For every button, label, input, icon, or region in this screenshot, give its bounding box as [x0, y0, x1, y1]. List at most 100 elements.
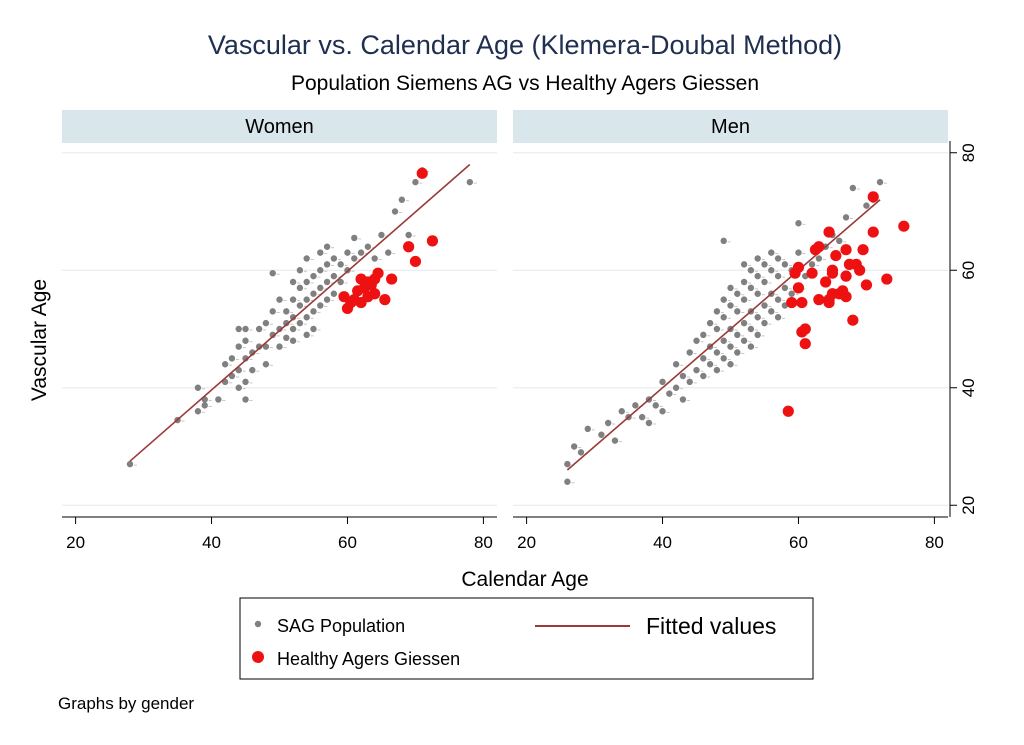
hag-point: [782, 405, 794, 417]
hag-point: [826, 264, 839, 276]
sag-point: [564, 478, 571, 485]
legend-hag-label: Healthy Agers Giessen: [277, 649, 460, 669]
sag-point: [713, 308, 721, 315]
sag-point: [604, 419, 612, 427]
sag-point: [863, 202, 870, 209]
sag-point: [700, 331, 707, 339]
sag-point: [774, 314, 782, 321]
sag-point: [747, 343, 755, 350]
sag-point: [577, 449, 585, 456]
hag-point: [786, 296, 798, 309]
x-tick-label: 80: [925, 533, 944, 552]
sag-point: [323, 278, 331, 286]
sag-point: [289, 325, 297, 333]
hag-point: [840, 291, 852, 303]
sag-point: [283, 319, 290, 327]
x-tick-label: 60: [789, 533, 808, 552]
sag-point: [242, 325, 249, 333]
sag-point: [754, 331, 761, 339]
hag-point: [867, 226, 879, 238]
sag-point: [378, 231, 385, 239]
sag-point: [652, 402, 659, 409]
panel-men: Men 20 40 60 80: [513, 110, 948, 552]
sag-point: [310, 325, 317, 333]
hag-point: [860, 279, 873, 291]
sag-point: [618, 408, 625, 415]
sag-point: [754, 290, 761, 297]
sag-point: [611, 437, 619, 444]
hag-point: [820, 276, 832, 288]
legend-box: [239, 597, 814, 680]
sag-point: [713, 325, 721, 333]
sag-point: [337, 278, 344, 286]
hag-point: [867, 191, 879, 203]
panel-strip-label: Women: [245, 116, 314, 138]
sag-point: [317, 267, 324, 274]
sag-point: [296, 267, 304, 274]
sag-point: [713, 349, 721, 356]
sag-point: [262, 361, 270, 368]
sag-point: [564, 460, 571, 468]
sag-point: [262, 343, 270, 350]
panel-strip: [62, 110, 497, 143]
sag-point: [262, 319, 270, 327]
sag-point: [740, 261, 748, 268]
sag-point: [761, 278, 768, 286]
sag-point: [768, 308, 775, 315]
sag-point: [713, 366, 721, 374]
x-tick-label: 20: [66, 533, 85, 552]
sag-point: [126, 460, 134, 468]
sag-point: [364, 243, 372, 250]
sag-point: [235, 384, 242, 391]
hag-point: [403, 241, 415, 253]
sag-point: [734, 349, 741, 356]
hag-point: [881, 273, 893, 285]
sag-point: [761, 261, 768, 268]
sag-point: [795, 249, 802, 256]
sag-point: [672, 361, 680, 368]
sag-point: [310, 290, 317, 297]
sag-point: [228, 355, 236, 362]
legend-sag-label: SAG Population: [277, 616, 405, 636]
x-tick-label: 40: [202, 533, 221, 552]
sag-point: [638, 413, 646, 421]
sag-point: [720, 355, 727, 362]
sag-point: [659, 408, 666, 415]
sag-point: [330, 255, 338, 262]
sag-point: [774, 272, 782, 280]
hag-point: [813, 241, 825, 253]
sag-point: [700, 372, 707, 380]
graphs-by-note: Graphs by gender: [58, 694, 194, 713]
sag-point: [303, 296, 310, 303]
sag-point: [242, 378, 249, 386]
hag-point: [426, 235, 439, 247]
sag-point: [242, 396, 249, 403]
sag-point: [310, 308, 317, 315]
sag-point: [679, 396, 687, 403]
hag-point: [799, 323, 811, 335]
sag-point: [774, 255, 782, 262]
sag-point: [740, 278, 748, 286]
sag-point: [815, 255, 823, 262]
sag-point: [808, 261, 816, 268]
sag-point: [283, 334, 290, 342]
sag-point: [276, 296, 283, 303]
sag-point: [215, 396, 222, 403]
sag-point: [632, 402, 639, 409]
sag-point: [255, 343, 263, 350]
y-tick-label: 60: [959, 261, 978, 280]
sag-point: [761, 319, 768, 327]
sag-point: [296, 302, 304, 309]
sag-point: [235, 325, 242, 333]
hag-point: [799, 338, 811, 350]
hag-point: [898, 220, 910, 232]
sag-point: [385, 249, 392, 256]
hag-point: [379, 294, 391, 306]
sag-point: [405, 231, 412, 239]
hag-point: [372, 267, 384, 279]
sag-point: [570, 443, 578, 450]
sag-point: [747, 284, 755, 292]
sag-point: [412, 178, 419, 186]
sag-point: [323, 261, 331, 268]
